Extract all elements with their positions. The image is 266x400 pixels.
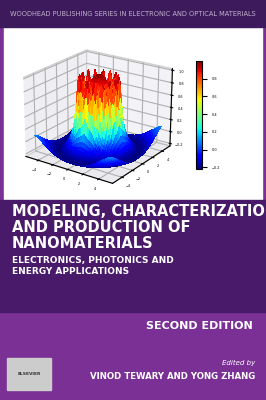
Text: MODELING, CHARACTERIZATION: MODELING, CHARACTERIZATION <box>12 204 266 219</box>
Text: SECOND EDITION: SECOND EDITION <box>146 321 253 331</box>
Bar <box>7 358 51 390</box>
Bar <box>0 200 266 312</box>
Text: WOODHEAD PUBLISHING SERIES IN ELECTRONIC AND OPTICAL MATERIALS: WOODHEAD PUBLISHING SERIES IN ELECTRONIC… <box>10 11 256 17</box>
Text: ENERGY APPLICATIONS: ENERGY APPLICATIONS <box>12 267 129 276</box>
Text: VINOD TEWARY AND YONG ZHANG: VINOD TEWARY AND YONG ZHANG <box>90 372 255 381</box>
Bar <box>4 27 262 200</box>
Text: Edited by: Edited by <box>222 360 255 366</box>
Text: NANOMATERIALS: NANOMATERIALS <box>12 236 153 251</box>
Text: ELECTRONICS, PHOTONICS AND: ELECTRONICS, PHOTONICS AND <box>12 256 174 265</box>
Bar <box>0 0 266 27</box>
Text: AND PRODUCTION OF: AND PRODUCTION OF <box>12 220 190 235</box>
Text: ELSEVIER: ELSEVIER <box>18 372 41 376</box>
